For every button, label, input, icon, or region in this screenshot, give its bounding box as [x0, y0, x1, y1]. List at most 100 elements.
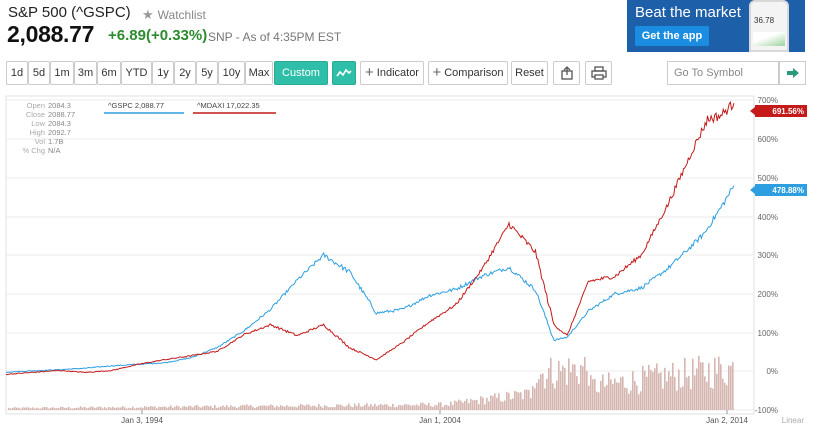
symbol-search-input[interactable]	[667, 61, 779, 85]
indicator-label: Indicator	[376, 67, 419, 79]
volume-bar	[666, 381, 668, 410]
volume-bar	[206, 405, 208, 410]
scale-type-label[interactable]: Linear	[782, 416, 805, 425]
volume-bar	[678, 369, 680, 410]
range-1d[interactable]: 1d	[6, 61, 28, 85]
range-10y[interactable]: 10y	[218, 61, 245, 85]
volume-bar	[62, 406, 64, 410]
stat-value-close: 2088.77	[48, 110, 75, 119]
volume-bar	[442, 407, 444, 410]
volume-bar	[178, 406, 180, 410]
reset-button[interactable]: Reset	[511, 61, 548, 85]
range-1m[interactable]: 1m	[50, 61, 74, 85]
range-5y[interactable]: 5y	[196, 61, 218, 85]
range-1y[interactable]: 1y	[152, 61, 174, 85]
volume-bar	[690, 389, 692, 410]
volume-bar	[720, 364, 722, 410]
volume-bar	[384, 404, 386, 410]
range-6m[interactable]: 6m	[97, 61, 121, 85]
volume-bar	[108, 406, 110, 410]
volume-bar	[518, 392, 520, 410]
volume-bar	[366, 403, 368, 410]
watchlist-toggle[interactable]: ★ Watchlist	[142, 7, 206, 23]
range-3m[interactable]: 3m	[74, 61, 97, 85]
app-ad-banner[interactable]: Beat the market Get the app 36.78	[627, 0, 805, 52]
volume-bar	[410, 405, 412, 410]
price-chart[interactable]: Open 2084.3 Close 2088.77 Low 2084.3 Hig…	[0, 92, 825, 432]
volume-bar	[72, 408, 74, 410]
print-button[interactable]	[585, 61, 612, 85]
volume-bar	[674, 376, 676, 410]
volume-bar	[512, 398, 514, 410]
phone-value: 36.78	[754, 16, 775, 25]
volume-bar	[254, 407, 256, 410]
volume-bar	[156, 408, 158, 410]
volume-bar	[660, 372, 662, 410]
volume-bar	[162, 406, 164, 410]
volume-bar	[192, 407, 194, 410]
indicator-button[interactable]: + Indicator	[360, 61, 424, 85]
volume-bar	[22, 407, 24, 410]
volume-bar	[686, 377, 688, 410]
volume-histogram	[8, 355, 734, 410]
volume-bar	[226, 405, 228, 410]
volume-bar	[444, 405, 446, 410]
stat-value-chg: N/A	[48, 146, 61, 155]
volume-bar	[196, 405, 198, 410]
volume-bar	[624, 387, 626, 410]
share-button[interactable]	[553, 61, 580, 85]
range-2y[interactable]: 2y	[174, 61, 196, 85]
volume-bar	[472, 400, 474, 410]
volume-bar	[712, 388, 714, 410]
volume-bar	[502, 401, 504, 410]
volume-bar	[46, 407, 48, 410]
stat-label-close: Close	[26, 110, 45, 119]
volume-bar	[522, 399, 524, 410]
volume-bar	[144, 406, 146, 410]
volume-bar	[76, 407, 78, 410]
volume-bar	[534, 388, 536, 410]
volume-bar	[670, 376, 672, 410]
range-5d[interactable]: 5d	[28, 61, 50, 85]
volume-bar	[450, 401, 452, 410]
volume-bar	[486, 397, 488, 410]
volume-bar	[204, 405, 206, 410]
volume-bar	[128, 407, 130, 410]
legend-mdaxi[interactable]: ^MDAXI 17,022.35	[193, 101, 276, 114]
volume-bar	[640, 391, 642, 410]
phone-image: 36.78	[749, 0, 789, 52]
volume-bar	[180, 408, 182, 410]
volume-bar	[212, 407, 214, 410]
quote-price: 2,088.77	[7, 21, 95, 47]
watchlist-label: Watchlist	[157, 8, 206, 22]
volume-bar	[210, 405, 212, 410]
volume-bar	[532, 386, 534, 410]
volume-bar	[154, 406, 156, 410]
volume-bar	[464, 400, 466, 410]
range-custom-dropdown[interactable]: Custom ▼	[274, 61, 328, 100]
arrow-right-icon	[786, 68, 799, 78]
volume-bar	[36, 407, 38, 410]
volume-bar	[470, 399, 472, 410]
volume-bar	[388, 406, 390, 410]
range-max[interactable]: Max	[245, 61, 273, 85]
go-symbol-button[interactable]	[779, 61, 806, 85]
volume-bar	[314, 405, 316, 410]
chart-type-button[interactable]	[332, 61, 356, 85]
line-chart-icon	[336, 68, 352, 77]
volume-bar	[622, 376, 624, 410]
legend-gspc[interactable]: ^GSPC 2,088.77	[104, 101, 184, 114]
volume-bar	[550, 357, 552, 410]
volume-bar	[614, 378, 616, 410]
volume-bar	[238, 406, 240, 410]
range-ytd[interactable]: YTD	[121, 61, 152, 85]
volume-bar	[650, 370, 652, 410]
volume-bar	[78, 407, 80, 410]
y-tick-0: 0%	[766, 367, 778, 376]
comparison-button[interactable]: + Comparison	[428, 61, 508, 85]
volume-bar	[572, 364, 574, 410]
get-app-button[interactable]: Get the app	[635, 26, 709, 46]
y-tick-400: 400%	[758, 213, 778, 222]
volume-bar	[24, 407, 26, 410]
volume-bar	[224, 407, 226, 410]
